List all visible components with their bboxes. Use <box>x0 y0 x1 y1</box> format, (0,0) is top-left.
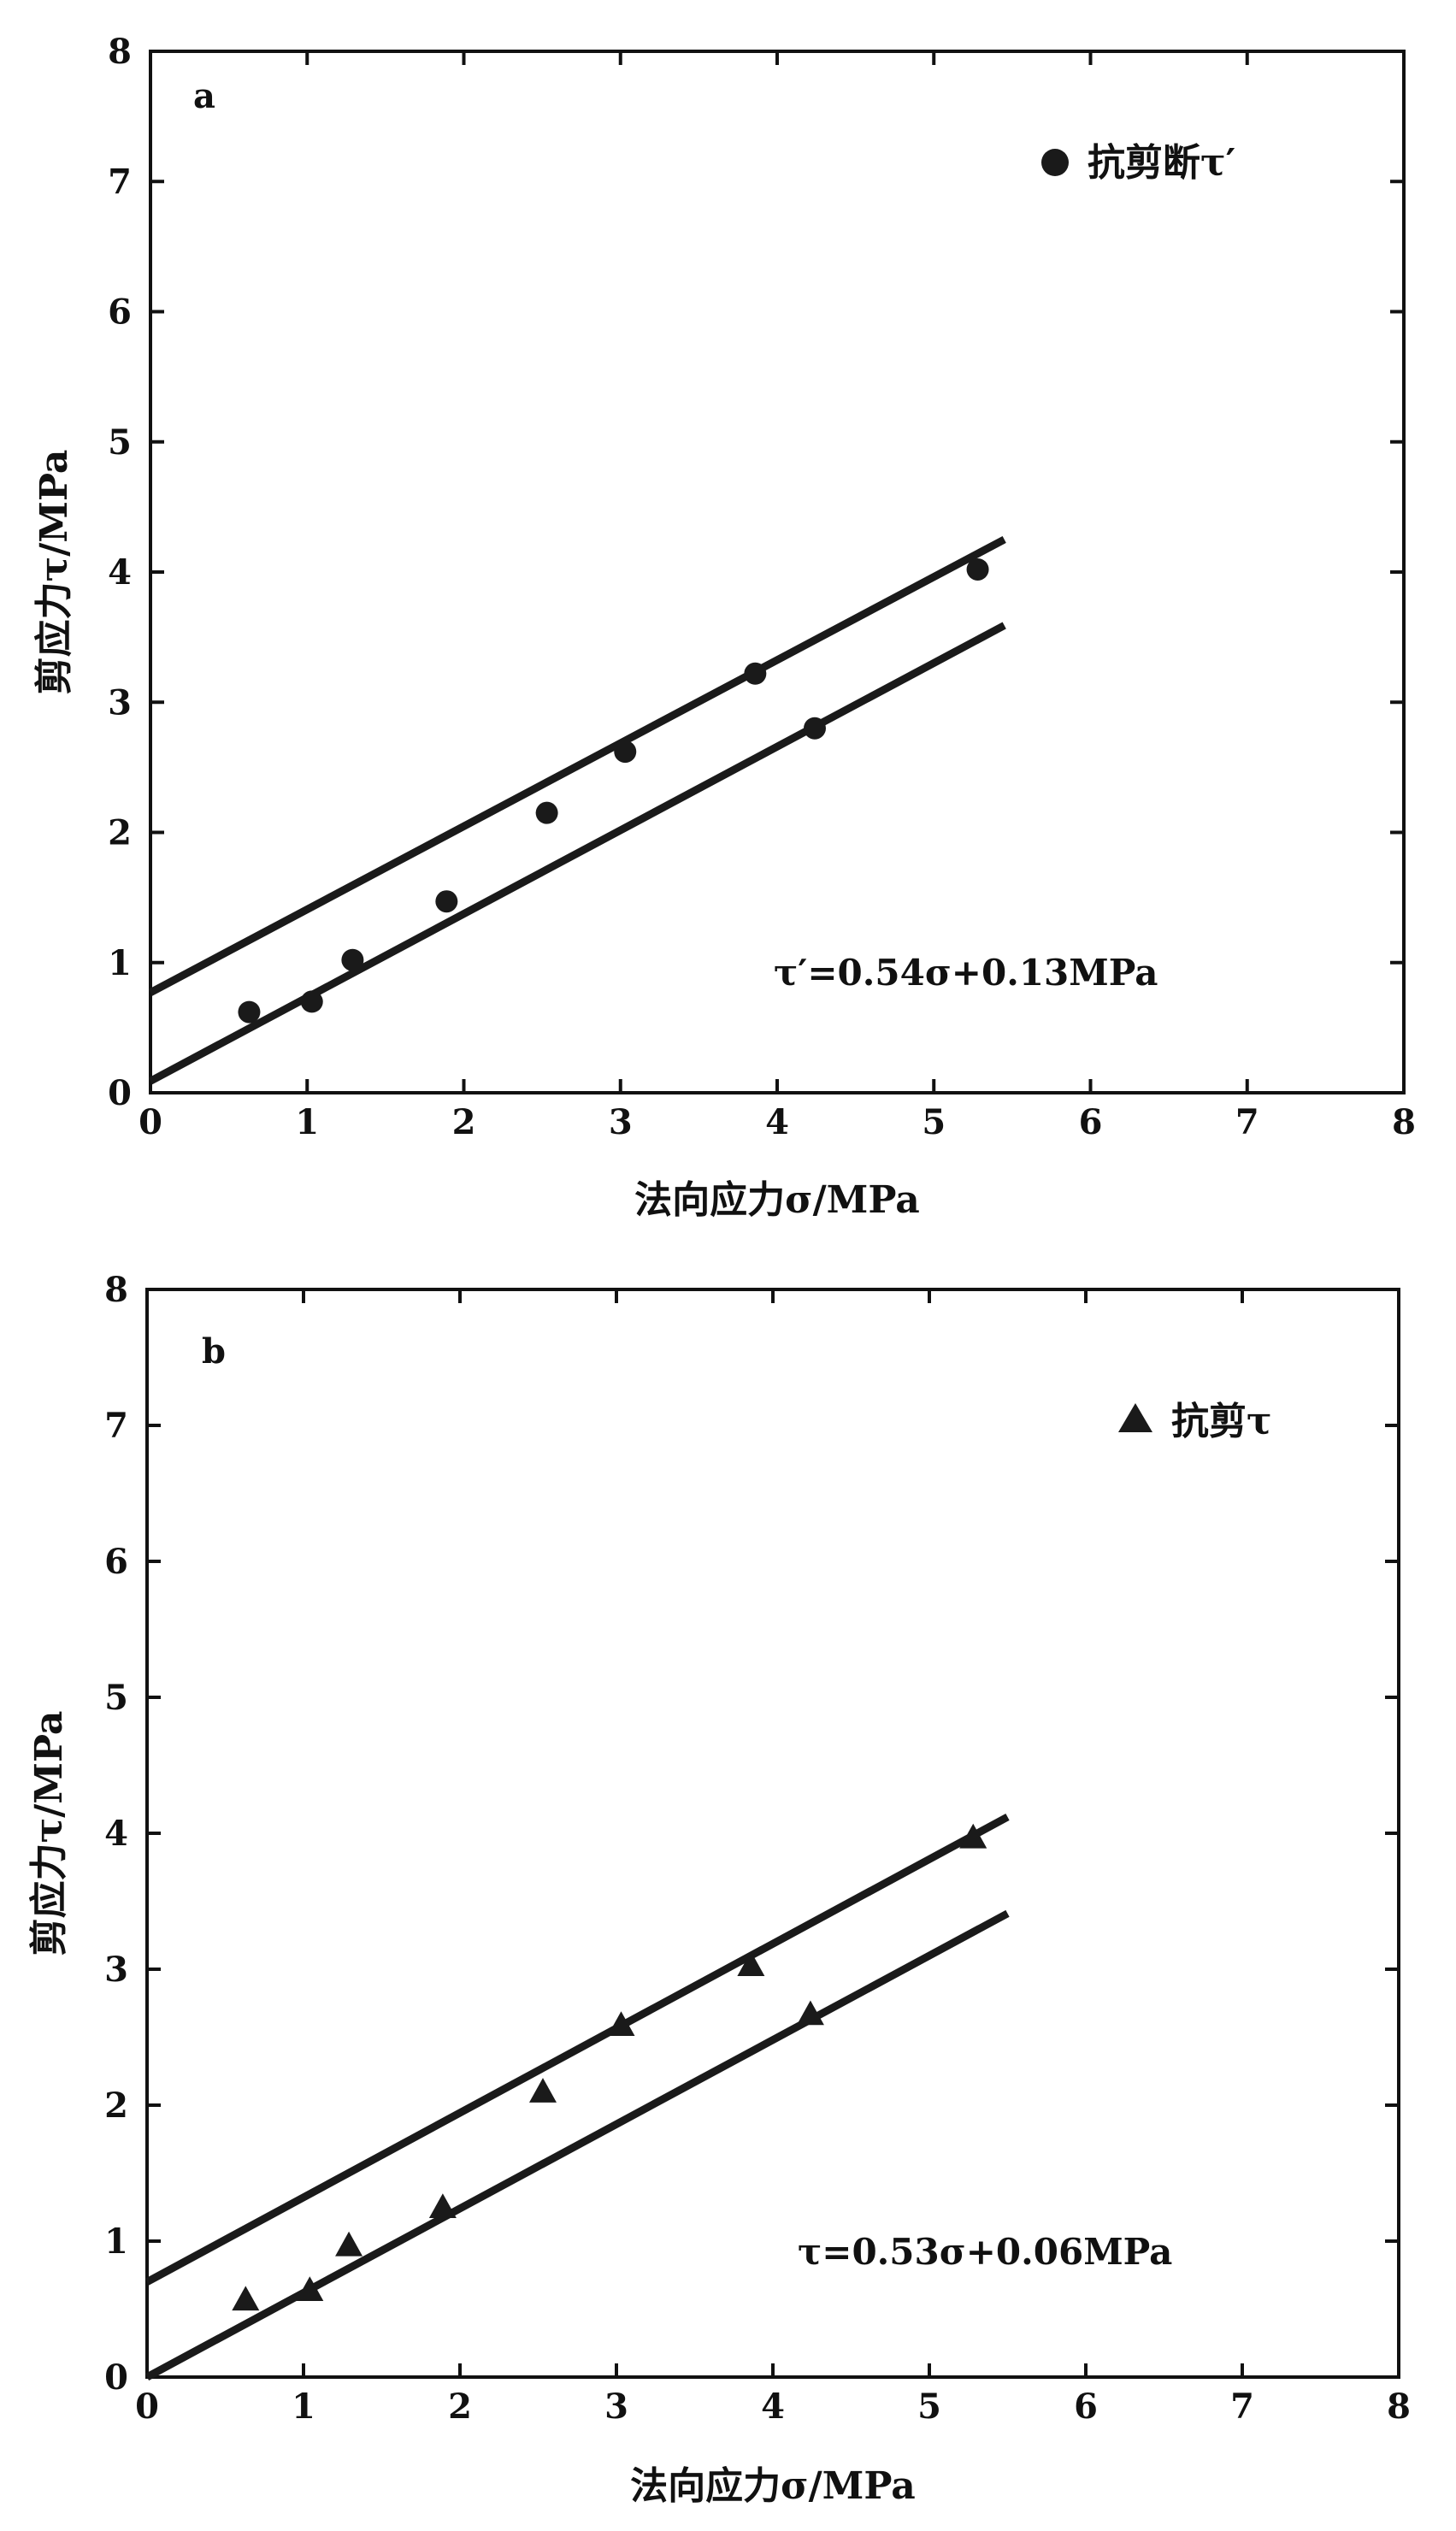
x-axis-label: 法向应力σ/MPa <box>630 2464 916 2508</box>
x-tick-label: 6 <box>1079 1102 1103 1142</box>
x-tick-label: 8 <box>1392 1102 1416 1142</box>
data-point <box>528 2078 557 2103</box>
y-tick-label: 5 <box>108 422 132 463</box>
x-tick-label: 7 <box>1230 2386 1254 2427</box>
data-point <box>737 1951 765 1977</box>
axis-ticks <box>145 1288 1400 2379</box>
data-point <box>535 801 558 824</box>
data-point <box>614 740 637 764</box>
data-point <box>796 2000 824 2026</box>
legend-marker-triangle <box>1118 1403 1152 1432</box>
data-point <box>966 558 989 581</box>
fit-line <box>144 1909 1010 2381</box>
y-tick-label: 2 <box>104 2086 128 2126</box>
data-point <box>607 2011 635 2036</box>
data-point <box>300 990 323 1013</box>
y-tick-label: 1 <box>108 943 132 983</box>
tick-labels: 0 1 2 3 4 5 6 7 8 0 1 2 3 4 5 6 7 8 <box>108 32 1416 1142</box>
x-tick-label: 6 <box>1074 2386 1098 2427</box>
x-tick-label: 4 <box>765 1102 789 1142</box>
y-tick-label: 5 <box>104 1678 128 1718</box>
fit-lines <box>144 1813 1010 2381</box>
data-point <box>335 2231 363 2257</box>
panel-label: b <box>202 1331 226 1372</box>
x-tick-label: 3 <box>609 1102 633 1142</box>
data-point <box>341 948 364 971</box>
y-tick-label: 6 <box>104 1542 128 1582</box>
data-points <box>232 1823 987 2311</box>
data-point <box>238 1000 261 1024</box>
y-tick-label: 7 <box>108 162 132 202</box>
x-tick-label: 2 <box>448 2386 472 2427</box>
y-axis-label: 剪应力τ/MPa <box>27 1711 71 1956</box>
chart-panel-a: 0 1 2 3 4 5 6 7 8 0 1 2 3 4 5 6 7 8 a 抗剪断τ′ τ′=0.54σ+0.13… <box>32 32 1416 1222</box>
regression-equation: τ=0.53σ+0.06MPa <box>798 2231 1172 2273</box>
data-points <box>238 558 989 1024</box>
data-point <box>435 890 458 913</box>
panel-label: a <box>193 76 215 116</box>
x-tick-label: 3 <box>604 2386 628 2427</box>
y-tick-label: 0 <box>104 2357 128 2398</box>
data-point <box>803 717 826 740</box>
y-tick-label: 2 <box>108 813 132 853</box>
y-tick-label: 8 <box>108 32 132 72</box>
y-tick-label: 0 <box>108 1073 132 1113</box>
legend: 抗剪τ <box>1118 1400 1272 1443</box>
data-point <box>744 662 767 685</box>
x-tick-label: 7 <box>1235 1102 1259 1142</box>
y-axis-label: 剪应力τ/MPa <box>32 450 76 695</box>
y-tick-label: 3 <box>108 682 132 723</box>
x-tick-label: 0 <box>135 2386 159 2427</box>
y-tick-label: 4 <box>104 1814 128 1854</box>
chart-panel-b: 0 1 2 3 4 5 6 7 8 0 1 2 3 4 5 6 7 8 b 抗剪τ τ=0.53σ+0.06MPa… <box>27 1270 1411 2508</box>
plot-frame <box>149 50 1406 1094</box>
legend: 抗剪断τ′ <box>1041 141 1235 185</box>
regression-equation: τ′=0.54σ+0.13MPa <box>774 952 1158 994</box>
y-tick-label: 3 <box>104 1950 128 1990</box>
data-point <box>296 2276 324 2302</box>
data-point <box>959 1823 987 1849</box>
y-tick-label: 6 <box>108 292 132 333</box>
x-tick-label: 0 <box>139 1102 162 1142</box>
plot-frame <box>145 1288 1400 2379</box>
y-tick-label: 4 <box>108 552 132 593</box>
data-point <box>232 2286 260 2311</box>
x-tick-label: 1 <box>292 2386 315 2427</box>
x-tick-label: 1 <box>295 1102 319 1142</box>
x-axis-label: 法向应力σ/MPa <box>634 1178 920 1222</box>
axis-ticks <box>149 50 1406 1094</box>
x-tick-label: 8 <box>1387 2386 1411 2427</box>
fit-line <box>148 535 1006 996</box>
fit-lines <box>148 535 1006 1085</box>
y-tick-label: 7 <box>104 1406 128 1446</box>
y-tick-label: 8 <box>104 1270 128 1310</box>
fit-line <box>144 1813 1010 2286</box>
tick-labels: 0 1 2 3 4 5 6 7 8 0 1 2 3 4 5 6 7 8 <box>104 1270 1411 2427</box>
legend-marker-circle <box>1041 149 1069 176</box>
y-tick-label: 1 <box>104 2221 128 2262</box>
x-tick-label: 5 <box>917 2386 941 2427</box>
x-tick-label: 4 <box>761 2386 785 2427</box>
data-point <box>428 2193 457 2219</box>
legend-label: 抗剪断τ′ <box>1088 141 1235 185</box>
legend-label: 抗剪τ <box>1171 1400 1272 1443</box>
x-tick-label: 5 <box>922 1102 946 1142</box>
x-tick-label: 2 <box>452 1102 476 1142</box>
fit-line <box>148 622 1006 1085</box>
